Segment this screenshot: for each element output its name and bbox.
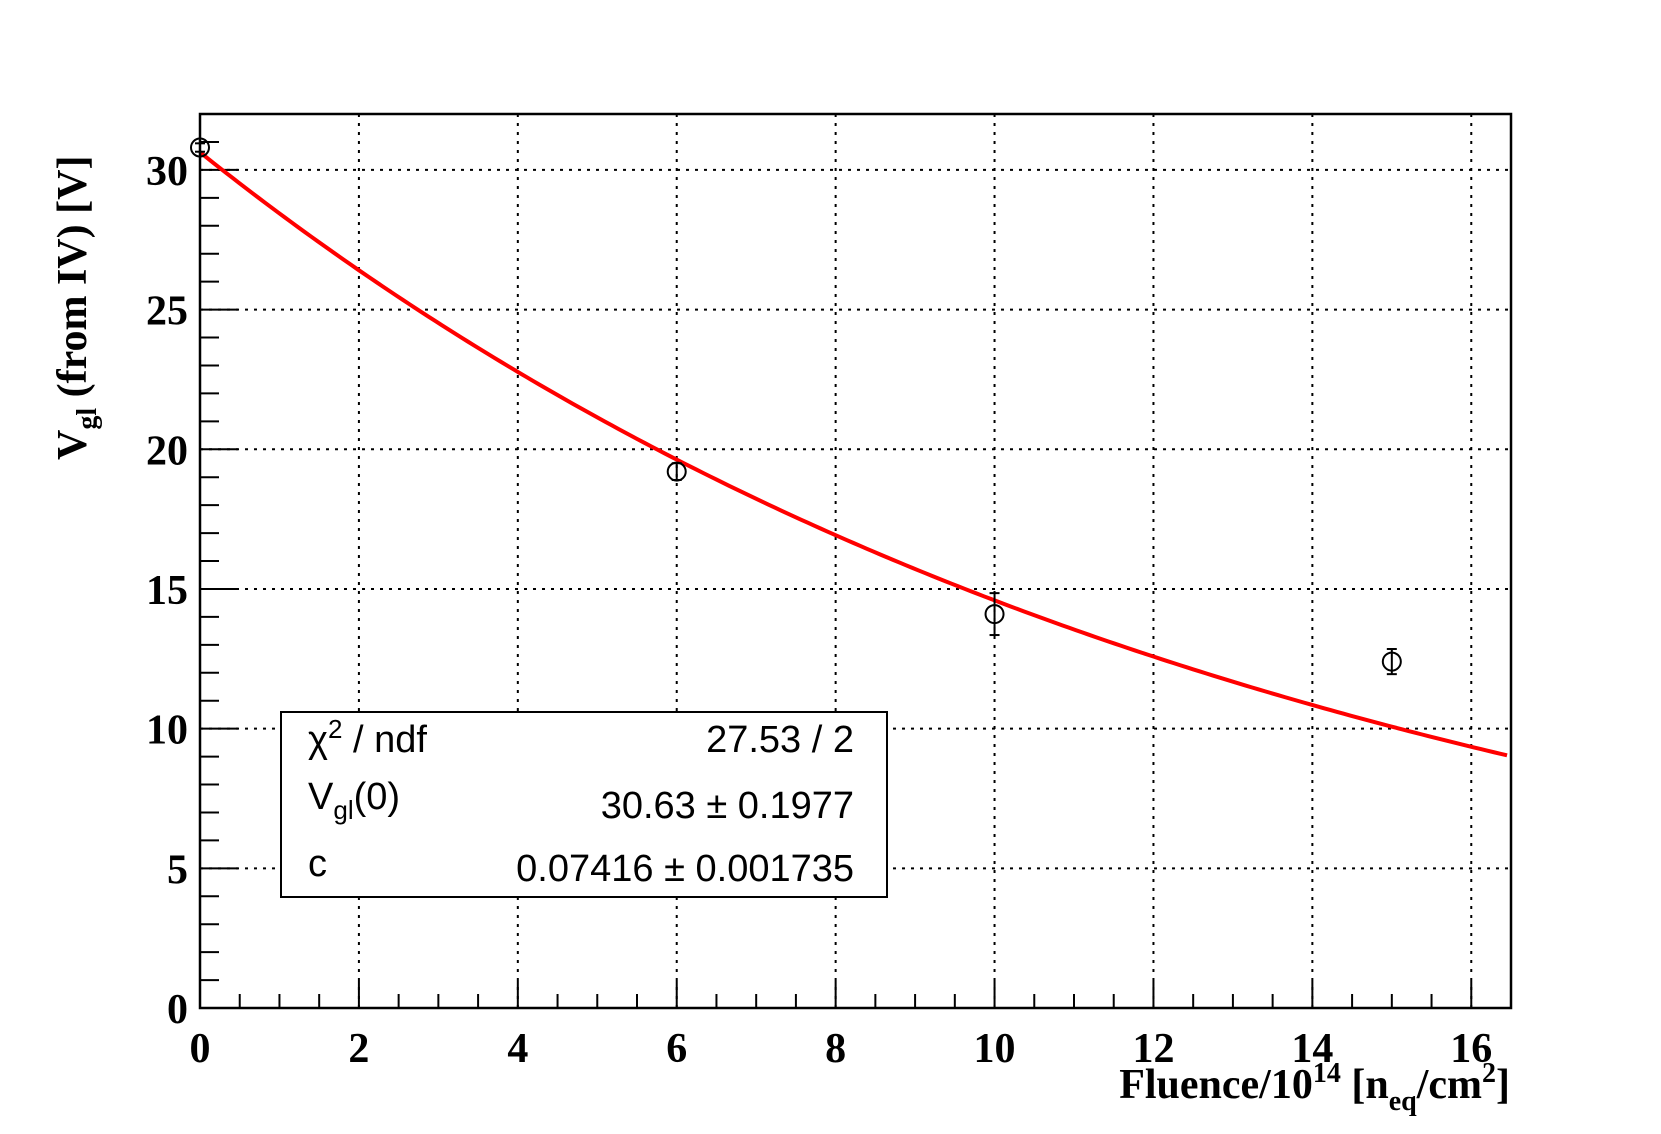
data-point-marker [1381,651,1402,672]
stats-box-frame [280,711,888,898]
y-tick-label: 30 [146,149,188,195]
x-tick-label: 4 [507,1026,528,1072]
x-axis-title-main: Fluence/10 [1119,1062,1313,1108]
y-tick-label: 10 [146,708,188,754]
plot-frame [198,112,1513,1010]
y-axis-title: Vgl (from IV) [V] [50,156,103,460]
y-tick-label: 25 [146,289,188,335]
y-tick-label: 0 [167,987,188,1033]
y-axis-title-rest: (from IV) [V] [50,156,96,408]
stats-row-chi2-value: 27.53 / 2 [706,719,854,761]
x-axis-title-unit: /cm [1416,1062,1482,1108]
stats-row-c-value: 0.07416 ± 0.001735 [516,848,854,890]
fit-curve [198,150,1508,758]
x-tick-label: 10 [974,1026,1016,1072]
x-axis-title-sub: eq [1389,1086,1417,1117]
x-axis-title-bracket-open: [n [1341,1062,1389,1108]
x-tick-label: 6 [666,1026,687,1072]
x-tick-label: 0 [190,1026,211,1072]
x-axis-title: Fluence/1014 [neq/cm2] [1119,1058,1510,1117]
stats-row-v0-value: 30.63 ± 0.1977 [601,785,854,827]
y-tick-label: 15 [146,568,188,614]
x-axis-title-sup: 14 [1313,1058,1341,1089]
stats-row-v0-label: Vgl(0) [308,776,400,825]
y-tick-label: 20 [146,428,188,474]
data-point [666,461,687,482]
x-tick-label: 14 [1291,1026,1333,1072]
data-point [984,592,1005,637]
fit-curve-layer [198,150,1508,758]
data-point [1381,648,1402,676]
data-point-marker [984,604,1005,625]
data-point-marker [666,461,687,482]
x-tick-label: 8 [825,1026,846,1072]
y-tick-label: 5 [167,847,188,893]
stats-row-c-label: c [308,843,327,885]
x-tick-label: 16 [1450,1026,1492,1072]
x-tick-label: 2 [348,1026,369,1072]
x-axis-title-unit-sup: 2 [1482,1058,1496,1089]
y-axis-title-sub: gl [72,408,103,430]
y-tick-labels: 0 5 10 15 20 25 30 [146,149,188,1033]
x-tick-labels: 0 2 4 6 8 10 12 14 16 [190,1026,1493,1072]
x-axis-title-bracket-close: ] [1496,1062,1510,1108]
y-axis-title-main: V [50,430,96,460]
stats-box: χ2 / ndf 27.53 / 2 Vgl(0) 30.63 ± 0.1977… [280,711,888,898]
stats-row-chi2-label: χ2 / ndf [308,714,427,761]
x-tick-label: 12 [1132,1026,1174,1072]
